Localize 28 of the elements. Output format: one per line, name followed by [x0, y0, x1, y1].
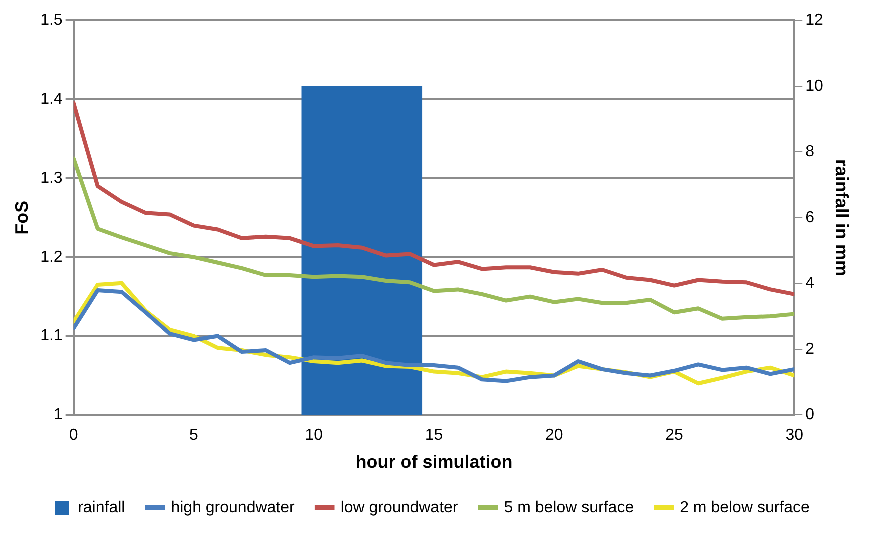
y-tick-label: 1.2 [40, 248, 63, 266]
legend-label: rainfall [78, 499, 126, 516]
y-tick-label: 1.3 [40, 170, 63, 187]
legend-label: 2 m below surface [680, 499, 810, 516]
legend-label: 5 m below surface [504, 499, 634, 516]
y-tick-label: 1 [54, 406, 63, 424]
y-tick-label: 1.1 [40, 328, 63, 345]
y2-axis-title: rainfall in mm [832, 159, 852, 276]
x-tick-label: 10 [305, 427, 324, 444]
y2-tick-label: 4 [806, 275, 815, 292]
y-axis-title: FoS [12, 200, 32, 235]
y2-tick-label: 0 [806, 406, 815, 424]
x-tick-label: 0 [69, 427, 78, 444]
x-tick-label: 25 [666, 427, 684, 444]
x-tick-label: 30 [786, 427, 804, 444]
y2-tick-label: 2 [806, 340, 815, 358]
x-tick-label: 20 [545, 427, 564, 444]
legend-label: low groundwater [340, 499, 459, 516]
legend-label: high groundwater [171, 499, 296, 516]
y2-tick-label: 6 [806, 209, 815, 226]
y-tick-label: 1.4 [40, 90, 63, 108]
y2-tick-label: 10 [806, 78, 824, 95]
y2-tick-label: 8 [806, 144, 815, 161]
y-tick-label: 1.5 [40, 12, 63, 30]
x-tick-label: 5 [190, 427, 199, 444]
y2-tick-label: 12 [806, 12, 824, 30]
x-axis-title: hour of simulation [356, 452, 513, 472]
x-tick-label: 15 [425, 427, 444, 444]
